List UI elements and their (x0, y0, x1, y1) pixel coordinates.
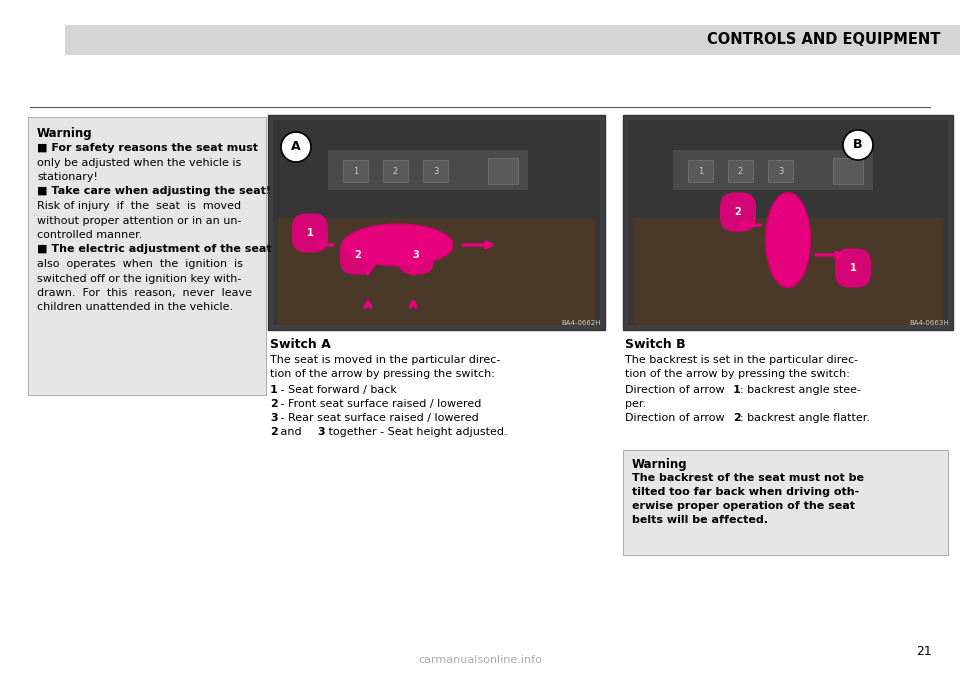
Text: BA4-0663H: BA4-0663H (909, 320, 949, 326)
Text: ■ The electric adjustment of the seat: ■ The electric adjustment of the seat (37, 244, 272, 254)
Text: Warning: Warning (632, 458, 687, 471)
Text: only be adjusted when the vehicle is: only be adjusted when the vehicle is (37, 157, 241, 168)
Ellipse shape (343, 224, 453, 266)
Bar (623, 115, 953, 330)
Bar (328, 150, 528, 190)
Text: tion of the arrow by pressing the switch:: tion of the arrow by pressing the switch… (625, 369, 850, 379)
Text: Switch B: Switch B (625, 338, 685, 351)
Text: 1: 1 (270, 385, 277, 395)
Text: - Seat forward / back: - Seat forward / back (277, 385, 396, 395)
Text: B: B (853, 139, 863, 151)
Text: 2: 2 (393, 166, 398, 176)
Text: A: A (291, 141, 300, 153)
Text: 3: 3 (270, 413, 277, 423)
Text: 3: 3 (413, 250, 420, 260)
Text: erwise proper operation of the seat: erwise proper operation of the seat (632, 501, 855, 511)
Text: drawn.  For  this  reason,  never  leave: drawn. For this reason, never leave (37, 288, 252, 298)
Text: 1: 1 (850, 263, 856, 273)
Text: 2: 2 (738, 166, 743, 176)
Text: stationary!: stationary! (37, 172, 98, 182)
Text: 2: 2 (270, 427, 277, 437)
Bar (768, 160, 793, 182)
Text: The backrest is set in the particular direc-: The backrest is set in the particular di… (625, 355, 858, 365)
Text: 3: 3 (778, 166, 783, 176)
Bar (273, 120, 600, 325)
Bar (623, 450, 948, 555)
Text: together - Seat height adjusted.: together - Seat height adjusted. (325, 427, 508, 437)
Text: 1: 1 (698, 166, 703, 176)
Bar (423, 160, 448, 182)
Text: ■ For safety reasons the seat must: ■ For safety reasons the seat must (37, 143, 258, 153)
Text: 2: 2 (733, 413, 741, 423)
Bar (688, 160, 713, 182)
Ellipse shape (765, 192, 810, 287)
Text: 2: 2 (270, 399, 277, 409)
Text: also  operates  when  the  ignition  is: also operates when the ignition is (37, 259, 243, 269)
Bar (833, 158, 863, 184)
Text: The seat is moved in the particular direc-: The seat is moved in the particular dire… (270, 355, 500, 365)
Text: ■ Take care when adjusting the seat!: ■ Take care when adjusting the seat! (37, 186, 271, 197)
Text: Risk of injury  if  the  seat  is  moved: Risk of injury if the seat is moved (37, 201, 241, 211)
Text: 21: 21 (916, 645, 932, 658)
Circle shape (843, 130, 873, 160)
Bar (383, 160, 408, 182)
Bar (673, 150, 873, 190)
Text: : backrest angle stee-: : backrest angle stee- (740, 385, 861, 395)
Text: children unattended in the vehicle.: children unattended in the vehicle. (37, 302, 233, 312)
Text: 1: 1 (733, 385, 741, 395)
Text: and: and (277, 427, 305, 437)
Text: 3: 3 (433, 166, 438, 176)
Bar (343, 160, 368, 182)
Text: tilted too far back when driving oth-: tilted too far back when driving oth- (632, 487, 859, 497)
Text: per.: per. (625, 399, 646, 409)
Text: Warning: Warning (37, 127, 92, 140)
Text: 2: 2 (354, 250, 361, 260)
Bar (268, 115, 605, 330)
Text: without proper attention or in an un-: without proper attention or in an un- (37, 215, 242, 225)
Bar (65, 25, 960, 55)
Bar (628, 120, 948, 325)
Text: The backrest of the seat must not be: The backrest of the seat must not be (632, 473, 864, 483)
Text: 2: 2 (734, 207, 741, 217)
Text: CONTROLS AND EQUIPMENT: CONTROLS AND EQUIPMENT (707, 32, 940, 48)
Circle shape (281, 132, 311, 162)
Text: tion of the arrow by pressing the switch:: tion of the arrow by pressing the switch… (270, 369, 494, 379)
Text: belts will be affected.: belts will be affected. (632, 515, 768, 525)
Text: Switch A: Switch A (270, 338, 331, 351)
Text: switched off or the ignition key with-: switched off or the ignition key with- (37, 273, 241, 283)
Text: 3: 3 (317, 427, 324, 437)
Bar (28, 117, 266, 395)
Text: Direction of arrow: Direction of arrow (625, 413, 728, 423)
Bar (728, 160, 753, 182)
Text: carmanualsonline.info: carmanualsonline.info (418, 655, 542, 665)
Bar (633, 218, 943, 325)
Text: 1: 1 (306, 228, 313, 238)
Bar (278, 218, 595, 325)
Text: - Front seat surface raised / lowered: - Front seat surface raised / lowered (277, 399, 481, 409)
Text: - Rear seat surface raised / lowered: - Rear seat surface raised / lowered (277, 413, 479, 423)
Text: BA4-0662H: BA4-0662H (562, 320, 601, 326)
Text: controlled manner.: controlled manner. (37, 230, 142, 240)
Text: Direction of arrow: Direction of arrow (625, 385, 728, 395)
Text: 1: 1 (353, 166, 358, 176)
Text: : backrest angle flatter.: : backrest angle flatter. (740, 413, 870, 423)
Bar (488, 158, 518, 184)
